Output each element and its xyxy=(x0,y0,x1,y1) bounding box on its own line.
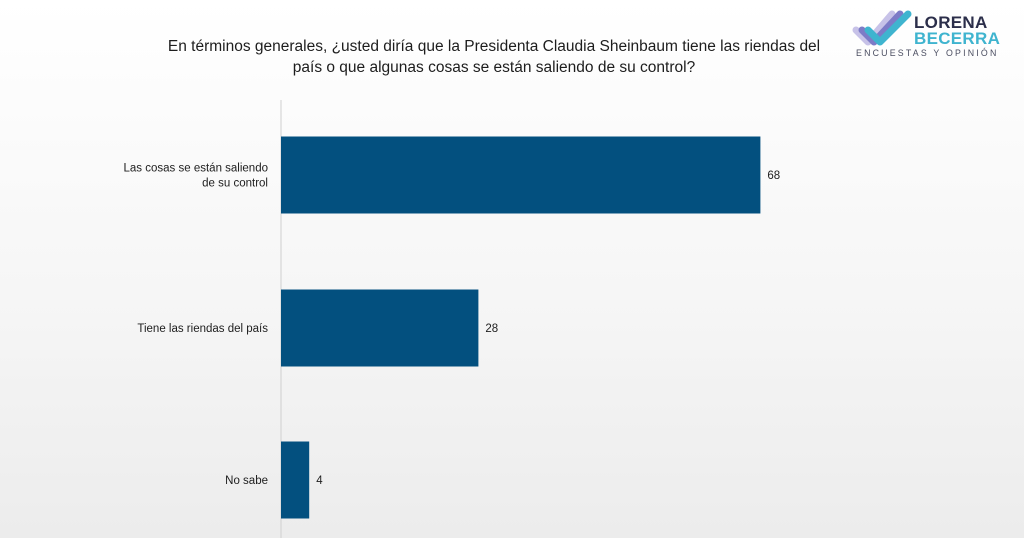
question-title: En términos generales, ¿usted diría que … xyxy=(150,36,838,78)
logo-tagline: ENCUESTAS Y OPINIÓN xyxy=(856,48,999,58)
bar xyxy=(281,441,310,519)
data-label: 4 xyxy=(316,475,323,487)
logo-checkmark-icon xyxy=(852,10,912,46)
data-label: 68 xyxy=(767,170,780,182)
question-line-2: país o que algunas cosas se están salien… xyxy=(292,59,696,76)
bar xyxy=(281,289,479,367)
category-label: de su control xyxy=(202,178,268,190)
category-label: No sabe xyxy=(225,475,268,487)
logo-name-first: LORENA xyxy=(914,13,988,32)
category-label: Tiene las riendas del país xyxy=(137,323,268,335)
question-line-1: En términos generales, ¿usted diría que … xyxy=(167,38,821,55)
lorena-becerra-logo: LORENA BECERRA ENCUESTAS Y OPINIÓN xyxy=(852,8,1017,62)
bar xyxy=(281,136,761,214)
data-label: 28 xyxy=(485,323,498,335)
category-label: Las cosas se están saliendo xyxy=(124,163,268,175)
logo-name-last: BECERRA xyxy=(914,29,1001,48)
